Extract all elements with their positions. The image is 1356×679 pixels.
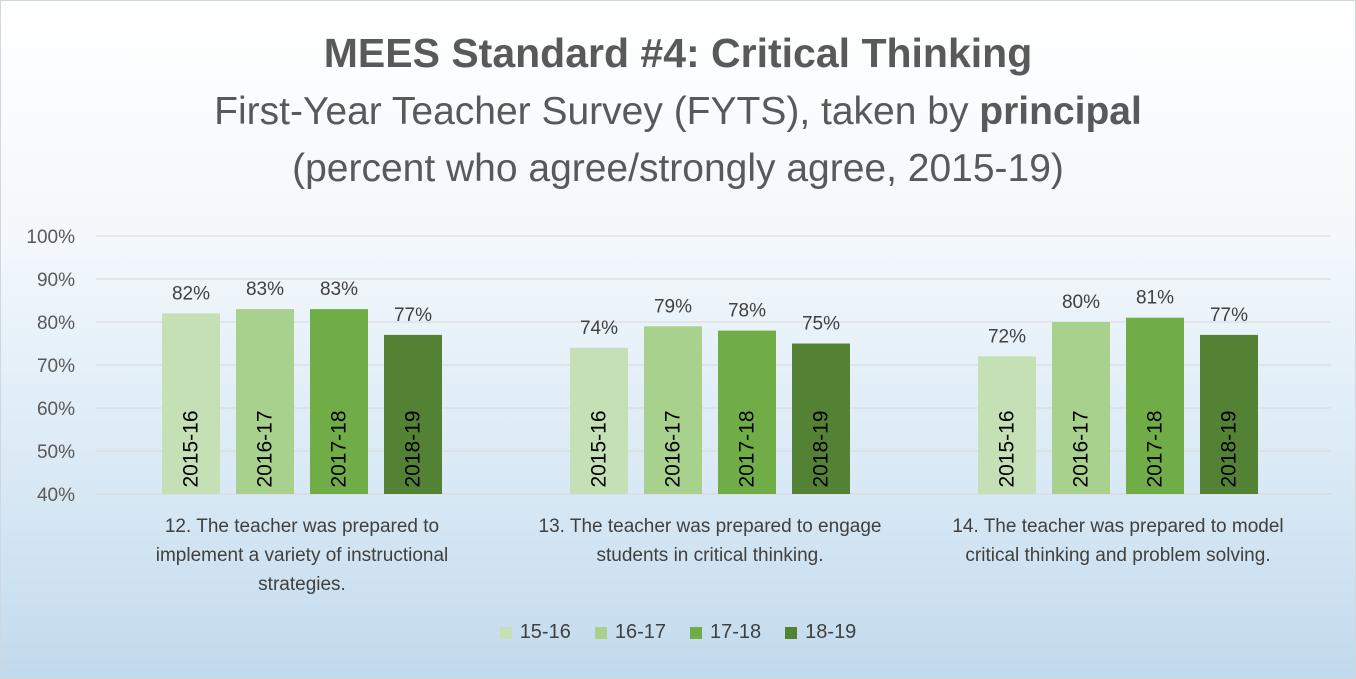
bar xyxy=(792,343,850,494)
x-category-label: 13. The teacher was prepared to engage xyxy=(539,516,882,537)
legend-item: 18-19 xyxy=(785,621,856,644)
x-category-label: 12. The teacher was prepared to xyxy=(165,516,439,537)
y-tick-label: 50% xyxy=(37,442,75,463)
subtitle-bold: principal xyxy=(979,90,1142,133)
bar-year-label: 2016-17 xyxy=(662,410,685,487)
data-label: 78% xyxy=(728,301,766,322)
y-tick-label: 100% xyxy=(26,227,75,248)
x-category-label: implement a variety of instructional xyxy=(156,545,449,566)
bar xyxy=(1126,317,1184,494)
legend-swatch xyxy=(594,626,607,639)
data-label: 77% xyxy=(1210,305,1248,326)
x-category-label: strategies. xyxy=(258,574,346,595)
y-tick-label: 40% xyxy=(37,485,75,506)
legend-label: 15-16 xyxy=(519,621,571,643)
bar-year-label: 2018-19 xyxy=(1218,410,1241,487)
data-label: 72% xyxy=(988,326,1026,347)
chart-title: MEES Standard #4: Critical Thinking xyxy=(323,30,1033,76)
data-label: 77% xyxy=(394,305,432,326)
data-label: 81% xyxy=(1136,288,1174,309)
x-category-label: 14. The teacher was prepared to model xyxy=(952,516,1283,537)
data-label: 83% xyxy=(320,279,358,300)
bar xyxy=(384,334,442,494)
data-label: 75% xyxy=(802,314,840,335)
bar xyxy=(644,326,702,494)
legend: 15-16 16-17 17-18 18-19 xyxy=(1,621,1355,644)
bar xyxy=(1052,322,1110,494)
legend-item: 16-17 xyxy=(594,621,666,644)
subtitle-text: First-Year Teacher Survey (FYTS), taken … xyxy=(214,90,980,133)
legend-item: 15-16 xyxy=(499,621,571,644)
bar-year-label: 2016-17 xyxy=(254,410,277,487)
data-label: 83% xyxy=(246,279,284,300)
bar-year-label: 2018-19 xyxy=(810,410,833,487)
bar xyxy=(310,309,368,494)
legend-label: 17-18 xyxy=(710,621,762,643)
y-tick-label: 70% xyxy=(37,356,75,377)
bar-year-label: 2015-16 xyxy=(996,410,1019,487)
bar-year-label: 2017-18 xyxy=(736,410,759,487)
legend-label: 18-19 xyxy=(805,621,857,643)
bar xyxy=(236,309,294,494)
legend-swatch xyxy=(499,626,512,639)
bar-year-label: 2015-16 xyxy=(180,410,203,487)
data-label: 79% xyxy=(654,296,692,317)
bar-year-label: 2017-18 xyxy=(1144,410,1167,487)
bar xyxy=(978,356,1036,494)
bar xyxy=(1200,334,1258,494)
chart-subtitle-line2: (percent who agree/strongly agree, 2015-… xyxy=(292,147,1064,190)
chart-subtitle: First-Year Teacher Survey (FYTS), taken … xyxy=(1,83,1355,140)
bar xyxy=(570,347,628,494)
y-tick-label: 60% xyxy=(37,399,75,420)
title-block: MEES Standard #4: Critical Thinking Firs… xyxy=(1,23,1355,197)
y-tick-label: 80% xyxy=(37,313,75,334)
bar xyxy=(718,330,776,494)
bar-year-label: 2016-17 xyxy=(1070,410,1093,487)
x-category-label: students in critical thinking. xyxy=(596,545,823,566)
data-label: 80% xyxy=(1062,292,1100,313)
legend-swatch xyxy=(785,626,798,639)
bar-year-label: 2017-18 xyxy=(328,410,351,487)
x-category-label: critical thinking and problem solving. xyxy=(965,545,1270,566)
legend-swatch xyxy=(690,626,702,639)
legend-label: 16-17 xyxy=(614,621,666,643)
legend-item: 17-18 xyxy=(690,621,761,644)
data-label: 74% xyxy=(580,318,618,339)
bar xyxy=(162,313,220,494)
y-tick-label: 90% xyxy=(37,270,75,291)
bar-year-label: 2015-16 xyxy=(588,410,611,487)
data-label: 82% xyxy=(172,283,210,304)
bar-year-label: 2018-19 xyxy=(402,410,425,487)
